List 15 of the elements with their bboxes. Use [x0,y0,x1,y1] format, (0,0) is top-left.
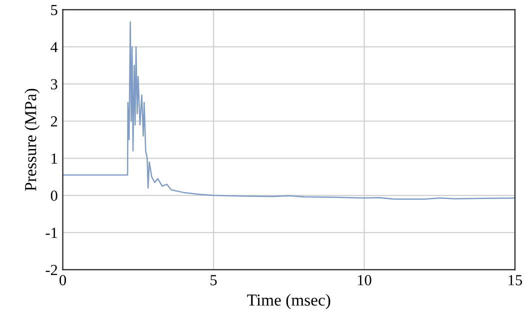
y-tick-label: 5 [51,4,58,16]
y-tick-label: 4 [50,42,58,52]
x-tick-label: 15 [508,275,522,286]
line-series [62,21,515,200]
x-tick-label: 5 [210,275,217,286]
x-axis-title: Time (msec) [247,294,330,310]
y-tick-label: -1 [46,228,57,238]
x-tick-label: 10 [358,275,372,286]
y-tick-label: 3 [51,79,58,90]
y-tick-label: -2 [46,264,58,276]
y-tick-label: 0 [50,190,58,201]
y-tick-label: 2 [50,116,58,126]
y-axis-title: Pressure (MPa) [24,88,40,191]
y-tick-label: 1 [52,153,57,164]
x-tick-label: 0 [60,275,66,286]
